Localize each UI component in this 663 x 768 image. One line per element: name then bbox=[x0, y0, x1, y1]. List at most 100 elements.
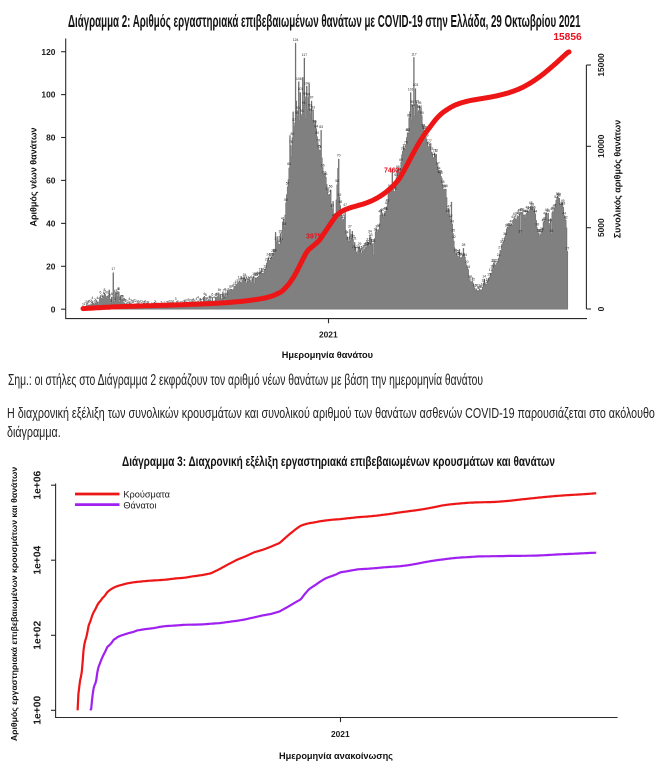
svg-text:39: 39 bbox=[508, 222, 512, 226]
svg-text:27: 27 bbox=[358, 245, 362, 249]
svg-text:2: 2 bbox=[127, 300, 129, 304]
svg-text:40: 40 bbox=[548, 219, 552, 223]
svg-text:40: 40 bbox=[542, 218, 546, 222]
svg-text:74: 74 bbox=[318, 145, 322, 149]
svg-text:43: 43 bbox=[513, 212, 517, 216]
svg-text:41: 41 bbox=[542, 217, 546, 221]
svg-text:50: 50 bbox=[284, 198, 288, 202]
svg-text:34: 34 bbox=[503, 232, 507, 236]
svg-text:27: 27 bbox=[356, 245, 360, 249]
svg-text:99: 99 bbox=[307, 92, 311, 96]
svg-text:35: 35 bbox=[279, 229, 283, 233]
svg-text:48: 48 bbox=[562, 202, 566, 206]
svg-text:5: 5 bbox=[109, 294, 111, 298]
svg-text:94: 94 bbox=[411, 103, 415, 107]
svg-text:12: 12 bbox=[471, 277, 475, 281]
svg-text:2: 2 bbox=[183, 300, 185, 304]
svg-text:45: 45 bbox=[545, 208, 549, 212]
svg-text:15: 15 bbox=[254, 272, 258, 276]
svg-text:40: 40 bbox=[46, 219, 56, 229]
svg-text:0: 0 bbox=[596, 306, 606, 311]
svg-text:27: 27 bbox=[566, 246, 570, 250]
svg-text:45: 45 bbox=[527, 207, 531, 211]
svg-text:76: 76 bbox=[426, 142, 430, 146]
svg-text:32: 32 bbox=[346, 236, 350, 240]
svg-text:67: 67 bbox=[436, 162, 440, 166]
svg-text:14: 14 bbox=[243, 275, 247, 279]
svg-text:26: 26 bbox=[273, 249, 277, 253]
svg-text:8: 8 bbox=[218, 288, 220, 292]
svg-text:2021: 2021 bbox=[319, 330, 338, 340]
svg-text:69: 69 bbox=[399, 158, 403, 162]
svg-text:43: 43 bbox=[382, 213, 386, 217]
svg-text:15: 15 bbox=[243, 273, 247, 277]
svg-text:1e+02: 1e+02 bbox=[32, 621, 43, 650]
svg-text:17: 17 bbox=[259, 268, 263, 272]
svg-text:31: 31 bbox=[502, 238, 506, 242]
svg-text:2: 2 bbox=[191, 299, 193, 303]
svg-text:8: 8 bbox=[118, 287, 120, 291]
svg-text:41: 41 bbox=[511, 215, 515, 219]
svg-text:8: 8 bbox=[478, 286, 480, 290]
svg-text:42: 42 bbox=[514, 215, 518, 219]
svg-text:82: 82 bbox=[406, 128, 410, 132]
svg-text:6: 6 bbox=[106, 291, 108, 295]
svg-text:45: 45 bbox=[519, 208, 523, 212]
svg-text:66: 66 bbox=[321, 163, 325, 167]
svg-text:44: 44 bbox=[534, 210, 538, 214]
svg-text:2: 2 bbox=[137, 299, 139, 303]
svg-text:52: 52 bbox=[338, 193, 342, 197]
svg-text:41: 41 bbox=[281, 217, 285, 221]
svg-text:Αριθμός νέων θανάτων: Αριθμός νέων θανάτων bbox=[29, 127, 39, 226]
svg-text:46: 46 bbox=[532, 206, 536, 210]
svg-text:2: 2 bbox=[155, 301, 157, 305]
svg-text:42: 42 bbox=[342, 215, 346, 219]
svg-text:17: 17 bbox=[260, 268, 264, 272]
svg-text:103: 103 bbox=[413, 83, 419, 87]
svg-text:2: 2 bbox=[184, 299, 186, 303]
svg-text:3: 3 bbox=[110, 299, 112, 303]
svg-text:10: 10 bbox=[474, 283, 478, 287]
svg-text:40: 40 bbox=[450, 220, 454, 224]
svg-text:2: 2 bbox=[191, 299, 193, 303]
svg-text:44: 44 bbox=[524, 210, 528, 214]
svg-text:44: 44 bbox=[378, 210, 382, 214]
svg-text:17: 17 bbox=[261, 269, 265, 273]
svg-text:2: 2 bbox=[140, 299, 142, 303]
svg-text:52: 52 bbox=[558, 193, 562, 197]
svg-text:2: 2 bbox=[183, 300, 185, 304]
svg-text:32: 32 bbox=[452, 235, 456, 239]
svg-text:44: 44 bbox=[522, 209, 526, 213]
svg-text:45: 45 bbox=[380, 208, 384, 212]
svg-text:9: 9 bbox=[229, 285, 231, 289]
svg-text:26: 26 bbox=[359, 248, 363, 252]
svg-text:12: 12 bbox=[484, 280, 488, 284]
svg-text:2: 2 bbox=[189, 299, 191, 303]
svg-text:117: 117 bbox=[411, 53, 417, 57]
svg-text:26: 26 bbox=[271, 249, 275, 253]
svg-text:2: 2 bbox=[135, 299, 137, 303]
svg-text:5000: 5000 bbox=[596, 218, 606, 237]
svg-text:Ημερομηνία θανάτου: Ημερομηνία θανάτου bbox=[282, 350, 373, 360]
svg-text:51: 51 bbox=[554, 195, 558, 199]
svg-text:82: 82 bbox=[406, 128, 410, 132]
svg-text:8: 8 bbox=[116, 289, 118, 293]
svg-text:8: 8 bbox=[104, 288, 106, 292]
svg-text:2: 2 bbox=[90, 299, 92, 303]
svg-text:76: 76 bbox=[404, 141, 408, 145]
svg-text:3: 3 bbox=[123, 298, 125, 302]
svg-text:2: 2 bbox=[138, 300, 140, 304]
svg-text:95: 95 bbox=[418, 101, 422, 105]
svg-text:2: 2 bbox=[144, 301, 146, 305]
svg-text:15: 15 bbox=[487, 273, 491, 277]
svg-text:4: 4 bbox=[197, 296, 199, 300]
svg-text:58: 58 bbox=[441, 180, 445, 184]
svg-text:2: 2 bbox=[154, 300, 156, 304]
svg-text:92: 92 bbox=[418, 105, 422, 109]
svg-text:14: 14 bbox=[251, 275, 255, 279]
svg-text:91: 91 bbox=[309, 108, 313, 112]
svg-text:4: 4 bbox=[192, 297, 194, 301]
svg-text:83: 83 bbox=[423, 126, 427, 130]
svg-text:0: 0 bbox=[51, 304, 56, 314]
svg-text:13: 13 bbox=[249, 277, 253, 281]
